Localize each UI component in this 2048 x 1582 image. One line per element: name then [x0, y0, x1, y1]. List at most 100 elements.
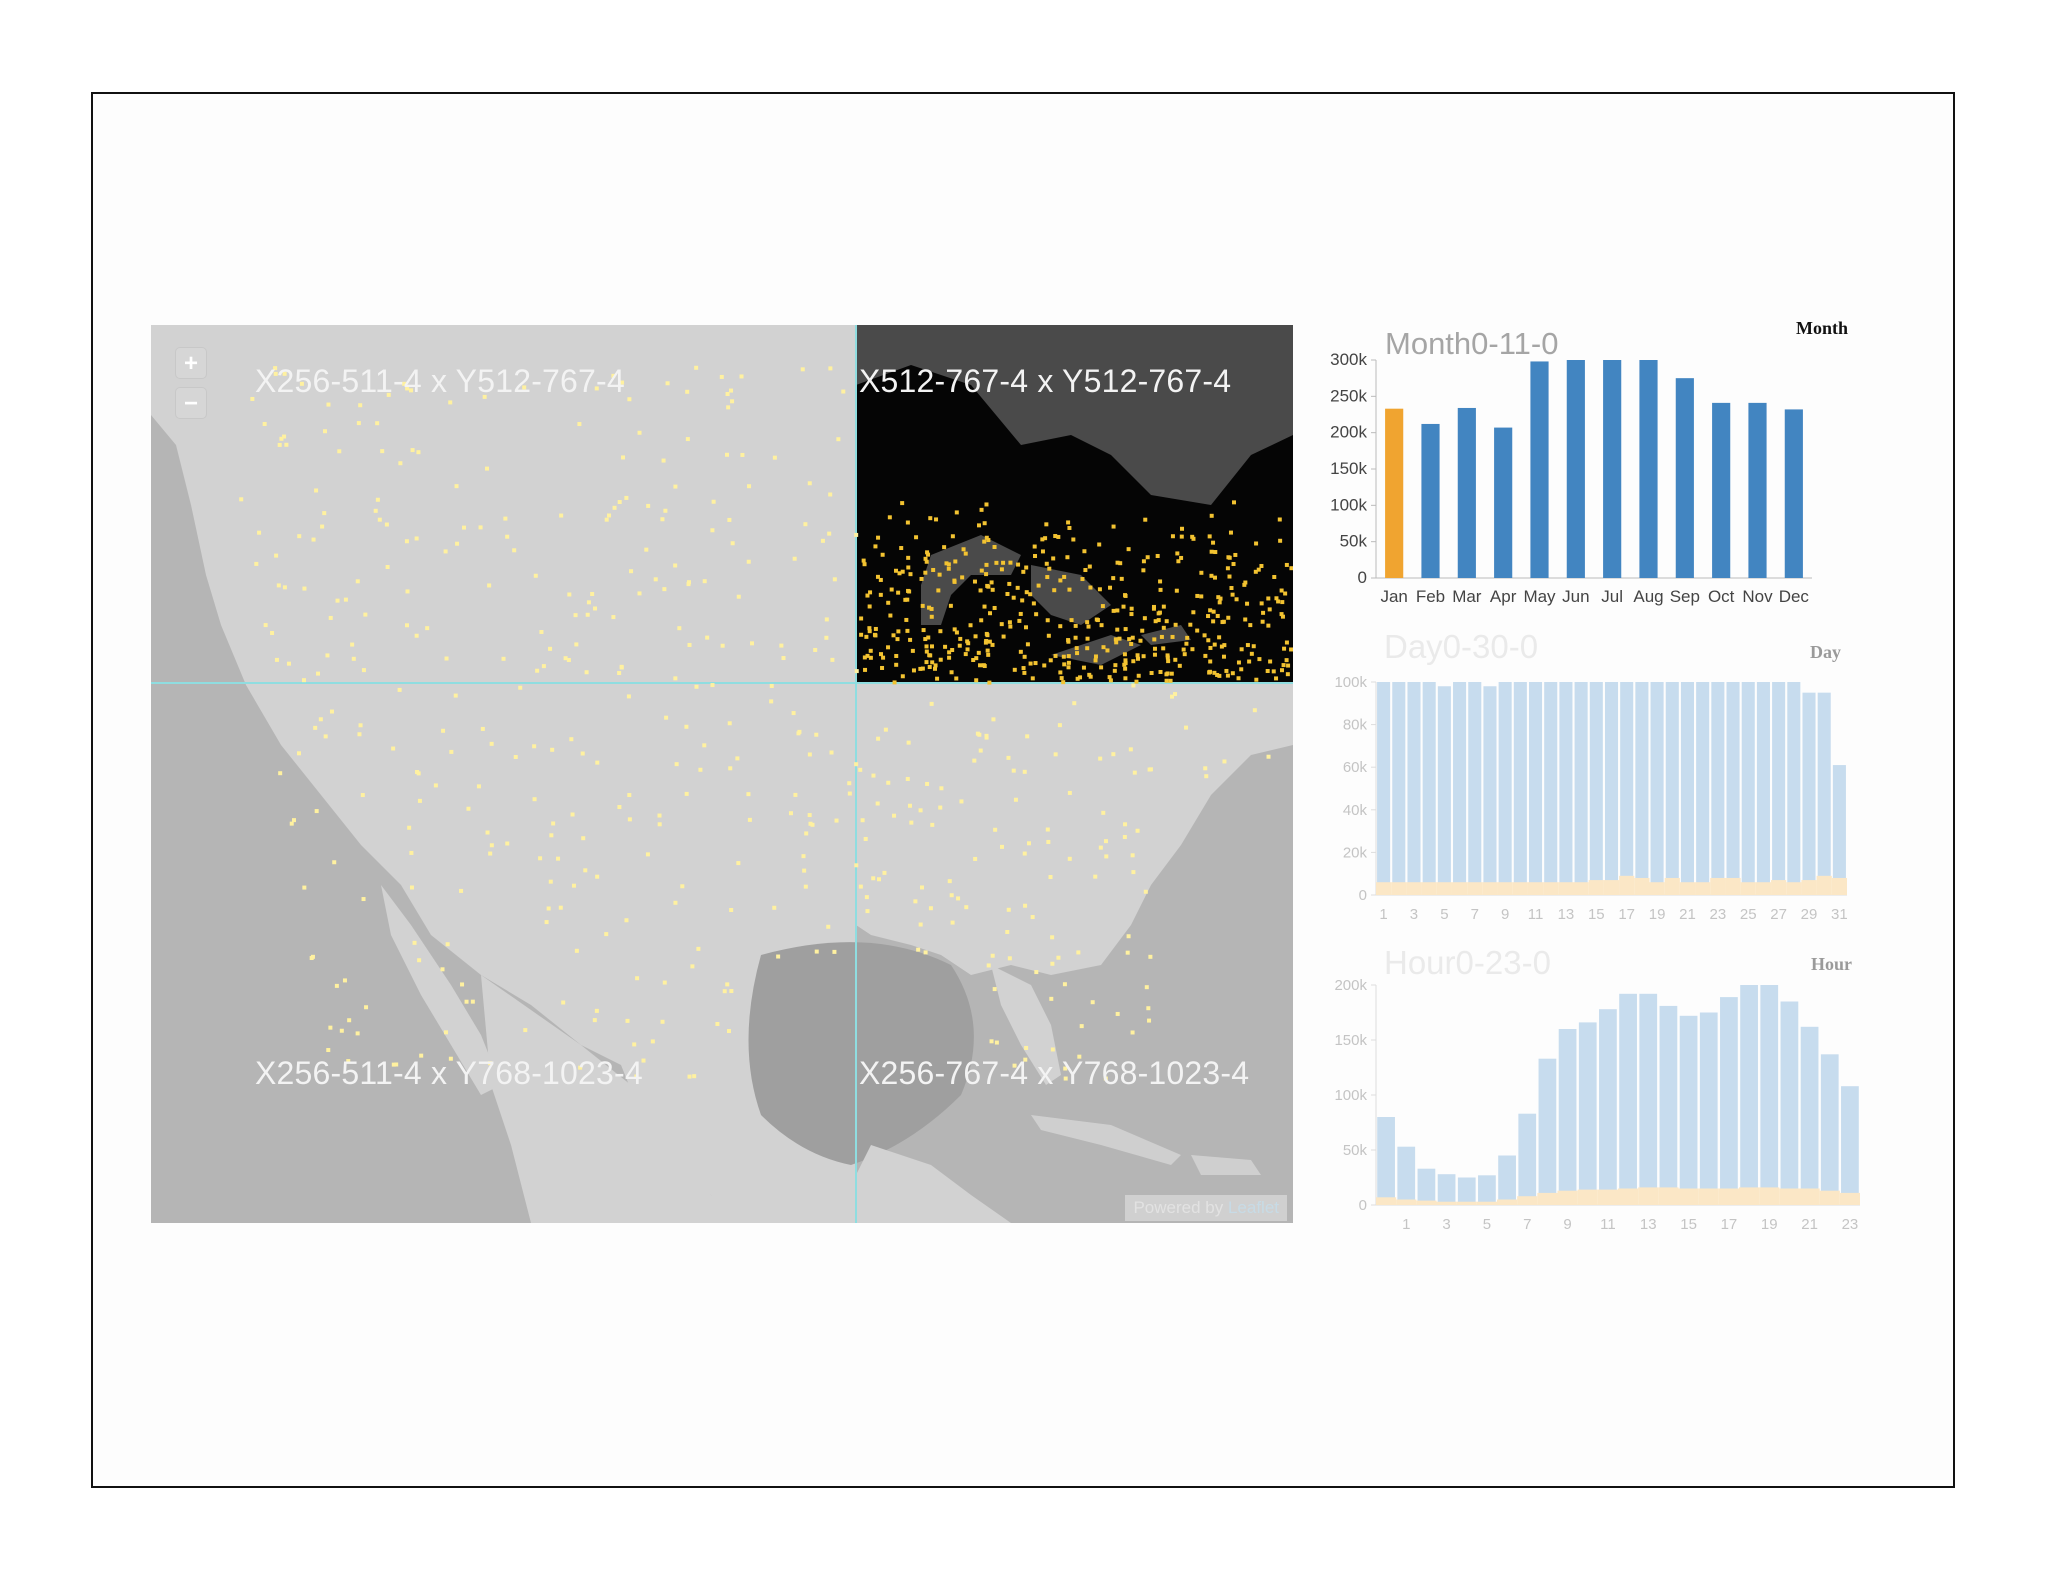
- data-point: [1098, 845, 1103, 850]
- data-point: [1012, 1063, 1017, 1068]
- data-point-active: [910, 648, 915, 653]
- data-point-active: [1111, 524, 1116, 529]
- data-point: [1022, 769, 1027, 774]
- data-point: [684, 724, 689, 729]
- y-tick-label: 200k: [1334, 977, 1367, 994]
- data-point: [1063, 1076, 1068, 1081]
- data-point-active: [1284, 562, 1289, 567]
- map-view[interactable]: + − X256-511-4 x Y512-767-4 X512-767-4 x…: [151, 325, 1293, 1223]
- data-point-active: [1058, 578, 1063, 583]
- data-point-active: [1280, 600, 1285, 605]
- data-point-active: [1179, 555, 1184, 560]
- data-point: [384, 522, 389, 527]
- data-point-active: [887, 515, 892, 520]
- data-point: [802, 868, 807, 873]
- mexico-land: [481, 975, 751, 1223]
- data-point: [720, 643, 725, 648]
- data-point-active: [908, 637, 913, 642]
- zoom-in-button[interactable]: +: [175, 347, 207, 379]
- data-point: [909, 820, 914, 825]
- data-point: [673, 563, 678, 568]
- data-point: [586, 600, 591, 605]
- data-point: [685, 389, 690, 394]
- month-chart[interactable]: 0 50k 100k 150k 200k 250k 300k Jan Feb Mar Apr May J…: [1320, 318, 1860, 618]
- data-point-active: [986, 538, 991, 543]
- bar-secondary: [1588, 880, 1604, 895]
- data-point-active: [894, 653, 899, 658]
- data-point-active: [1053, 653, 1058, 658]
- florida: [991, 965, 1061, 1085]
- hour-chart[interactable]: 0 50k 100k 150k 200k 1 3 5 7 9 11 13 15 17 19 21 23 Hour…: [1320, 944, 1860, 1244]
- data-point-active: [908, 572, 913, 577]
- data-point: [594, 1008, 599, 1013]
- data-point-active: [1142, 616, 1147, 621]
- data-point: [801, 854, 806, 859]
- x-tick-label: 15: [1680, 1216, 1697, 1233]
- month-chart-tag: Month: [1796, 318, 1849, 338]
- data-point-active: [1280, 614, 1285, 619]
- data-point: [824, 617, 829, 622]
- data-point: [478, 525, 483, 530]
- zoom-out-button[interactable]: −: [175, 387, 207, 419]
- bar-secondary: [1406, 882, 1422, 895]
- data-point: [625, 1018, 630, 1023]
- data-point-active: [1279, 612, 1284, 617]
- bar-secondary: [1771, 880, 1787, 895]
- day-chart[interactable]: 0 20k 40k 60k 80k 100k 1 3 5 7 9 11 13 15 17 19 21 23 25 27…: [1320, 628, 1860, 928]
- data-point: [929, 701, 934, 706]
- data-point: [854, 863, 859, 868]
- data-point-active: [905, 628, 910, 633]
- x-tick-label: 13: [1558, 906, 1575, 923]
- data-point: [662, 587, 667, 592]
- data-point: [556, 856, 561, 861]
- bar: [1457, 1177, 1476, 1205]
- data-point-active: [1202, 633, 1207, 638]
- data-point-active: [1165, 655, 1170, 660]
- bar: [1544, 682, 1558, 895]
- data-point-active: [926, 552, 931, 557]
- data-point-active: [999, 567, 1004, 572]
- data-point-active: [920, 666, 925, 671]
- zoom-control[interactable]: + −: [175, 347, 207, 421]
- x-tick-label: 7: [1471, 906, 1479, 923]
- data-point: [512, 548, 517, 553]
- data-point: [595, 760, 600, 765]
- data-point-active: [1259, 601, 1264, 606]
- data-point-active: [1075, 676, 1080, 681]
- data-point: [793, 792, 798, 797]
- data-point-active: [1036, 583, 1041, 588]
- data-point-active: [1211, 609, 1216, 614]
- data-point-active: [1220, 620, 1225, 625]
- bar-secondary: [1759, 1187, 1780, 1205]
- data-point: [326, 1048, 331, 1053]
- data-point-active: [1207, 534, 1212, 539]
- attribution-prefix: Powered by: [1133, 1198, 1228, 1217]
- data-point-active: [1245, 643, 1250, 648]
- data-point-active: [1268, 659, 1273, 664]
- data-point: [919, 885, 924, 890]
- data-point: [673, 484, 678, 489]
- bar: [1574, 682, 1588, 895]
- leaflet-link[interactable]: Leaflet: [1227, 1198, 1279, 1217]
- bar-secondary: [1558, 882, 1574, 895]
- data-point: [358, 403, 363, 408]
- bar: [1599, 1009, 1617, 1205]
- data-point-active: [1208, 659, 1213, 664]
- bar-secondary: [1416, 1200, 1437, 1205]
- x-tick-label: Oct: [1708, 587, 1735, 606]
- data-point-active: [928, 516, 933, 521]
- data-point: [1011, 768, 1016, 773]
- data-point: [694, 684, 699, 689]
- data-point-active: [867, 626, 872, 631]
- data-point: [326, 402, 331, 407]
- data-point: [1067, 856, 1072, 861]
- data-point-active: [1209, 549, 1214, 554]
- data-point: [489, 741, 494, 746]
- bar: [1377, 1117, 1395, 1205]
- data-point: [595, 874, 600, 879]
- data-point: [854, 532, 859, 537]
- data-point-active: [971, 658, 976, 663]
- data-point-active: [1164, 678, 1169, 683]
- data-point: [657, 813, 662, 818]
- data-point: [1034, 970, 1039, 975]
